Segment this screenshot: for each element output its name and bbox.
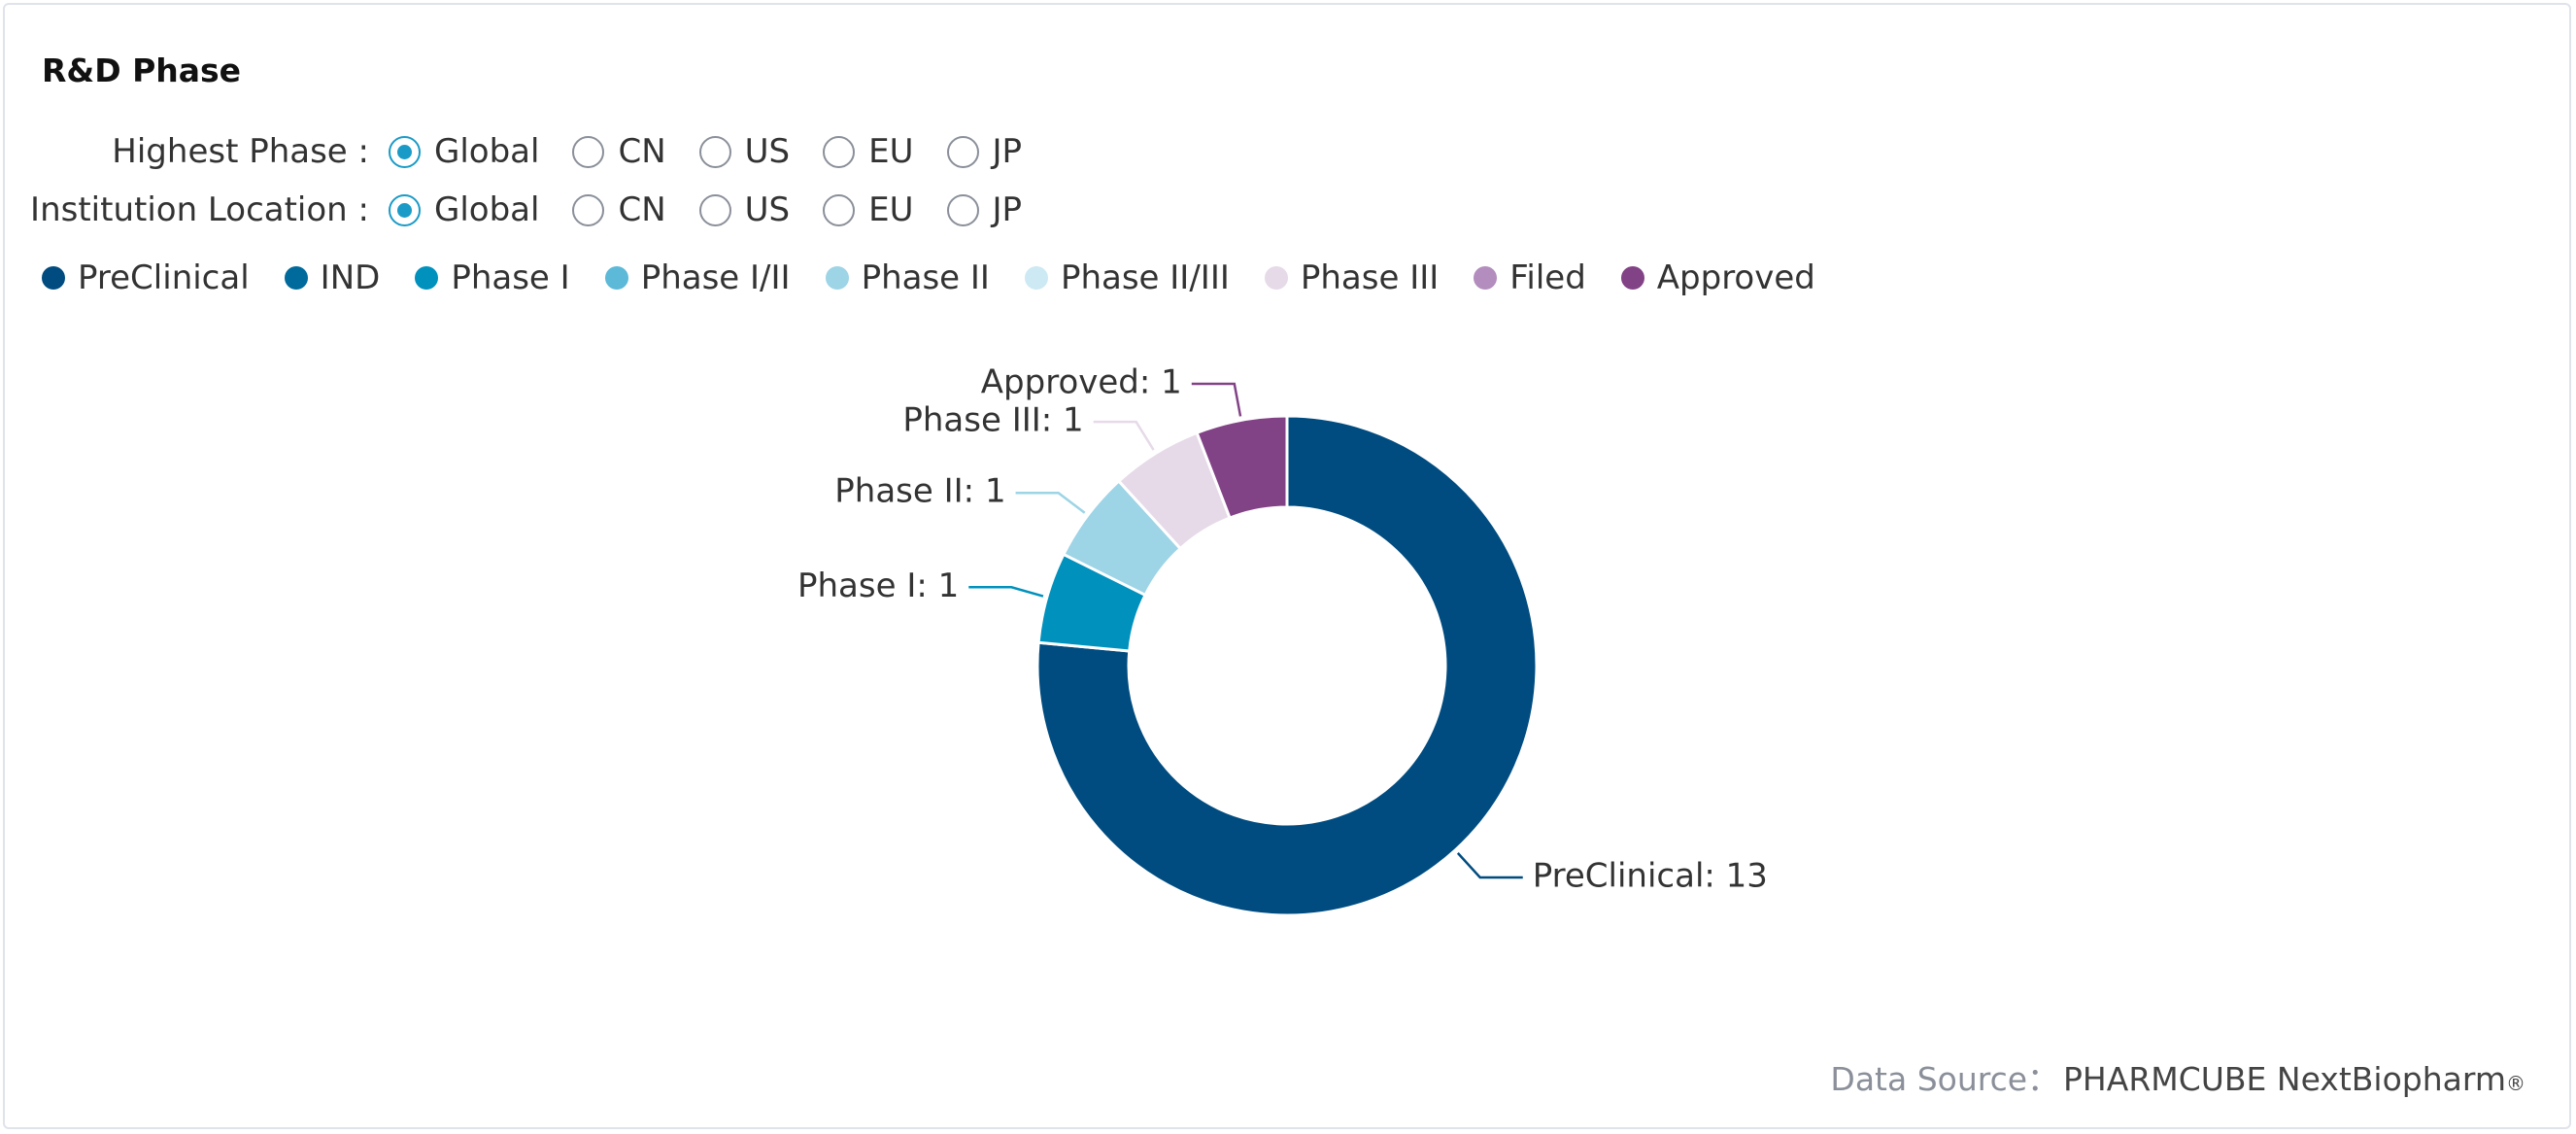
data-source-label: Data Source： xyxy=(1830,1060,2060,1098)
radio-icon[interactable] xyxy=(698,193,731,226)
data-label: Phase I: 1 xyxy=(797,567,959,605)
legend-dot-icon xyxy=(284,266,308,290)
donut-slice-approved[interactable] xyxy=(1195,414,1289,520)
radio-icon[interactable] xyxy=(698,135,731,168)
radio-icon[interactable] xyxy=(823,135,856,168)
legend-label: Phase II/III xyxy=(1060,258,1230,297)
legend-item[interactable]: Approved xyxy=(1620,258,1815,297)
institution-location-label: Institution Location : xyxy=(30,190,369,229)
highest-phase-label: Highest Phase : xyxy=(112,132,369,171)
legend-dot-icon xyxy=(825,266,849,290)
legend-dot-icon xyxy=(415,266,439,290)
highest-phase-option-jp[interactable]: JP xyxy=(946,132,1022,171)
data-label: Phase III: 1 xyxy=(902,401,1083,440)
legend-dot-icon xyxy=(1474,266,1498,290)
label-leader-line xyxy=(1191,382,1242,417)
radio-selected-icon[interactable] xyxy=(389,193,421,226)
institution-location-option-us[interactable]: US xyxy=(698,190,790,229)
data-label: Approved: 1 xyxy=(981,363,1182,402)
legend-dot-icon xyxy=(604,266,628,290)
legend-item[interactable]: Phase II/III xyxy=(1024,258,1230,297)
chart-legend: PreClinical IND Phase I Phase I/II Phase II P… xyxy=(42,254,1850,302)
radio-icon[interactable] xyxy=(946,193,979,226)
legend-dot-icon xyxy=(1264,266,1288,290)
label-leader-line xyxy=(1015,491,1086,514)
legend-item[interactable]: Phase III xyxy=(1264,258,1440,297)
radio-icon[interactable] xyxy=(572,135,605,168)
data-label: Phase II: 1 xyxy=(834,472,1005,511)
legend-item[interactable]: PreClinical xyxy=(42,258,250,297)
legend-dot-icon xyxy=(42,266,65,290)
registered-mark: ® xyxy=(2506,1072,2525,1095)
donut-chart: PreClinical: 13 Phase I: 1 Phase II: 1 Phas… xyxy=(797,363,1768,917)
radio-icon[interactable] xyxy=(823,193,856,226)
legend-item[interactable]: Phase I xyxy=(415,258,570,297)
data-label: PreClinical: 13 xyxy=(1533,857,1768,896)
legend-item[interactable]: Filed xyxy=(1474,258,1586,297)
institution-location-filter: Institution Location : Global CN US EU J… xyxy=(5,186,1055,234)
chart-title: R&D Phase xyxy=(42,52,242,89)
highest-phase-option-global[interactable]: Global xyxy=(389,132,539,171)
institution-location-option-jp[interactable]: JP xyxy=(946,190,1022,229)
label-leader-line xyxy=(1093,420,1155,451)
legend-label: Approved xyxy=(1656,258,1815,297)
institution-location-option-global[interactable]: Global xyxy=(389,190,539,229)
legend-dot-icon xyxy=(1024,266,1048,290)
legend-label: Filed xyxy=(1509,258,1586,297)
highest-phase-filter: Highest Phase : Global CN US EU JP xyxy=(5,127,1055,176)
institution-location-option-eu[interactable]: EU xyxy=(823,190,914,229)
legend-dot-icon xyxy=(1620,266,1644,290)
highest-phase-option-eu[interactable]: EU xyxy=(823,132,914,171)
data-source-value: PHARMCUBE NextBiopharm xyxy=(2063,1060,2506,1098)
legend-item[interactable]: IND xyxy=(284,258,381,297)
legend-label: Phase II xyxy=(861,258,990,297)
data-source: Data Source： PHARMCUBE NextBiopharm ® xyxy=(1830,1053,2525,1100)
legend-label: Phase I xyxy=(451,258,570,297)
institution-location-option-cn[interactable]: CN xyxy=(572,190,666,229)
highest-phase-option-us[interactable]: US xyxy=(698,132,790,171)
label-leader-line xyxy=(1456,852,1523,879)
radio-icon[interactable] xyxy=(946,135,979,168)
legend-label: Phase III xyxy=(1300,258,1440,297)
radio-icon[interactable] xyxy=(572,193,605,226)
legend-label: Phase I/II xyxy=(640,258,791,297)
radio-selected-icon[interactable] xyxy=(389,135,421,168)
legend-label: IND xyxy=(320,258,381,297)
highest-phase-option-cn[interactable]: CN xyxy=(572,132,666,171)
legend-item[interactable]: Phase II xyxy=(825,258,990,297)
label-leader-line xyxy=(968,586,1044,598)
legend-item[interactable]: Phase I/II xyxy=(604,258,791,297)
donut-slice-preclinical[interactable] xyxy=(1035,414,1539,917)
legend-label: PreClinical xyxy=(78,258,250,297)
chart-card: R&D Phase Highest Phase : Global CN US E… xyxy=(3,3,2571,1129)
